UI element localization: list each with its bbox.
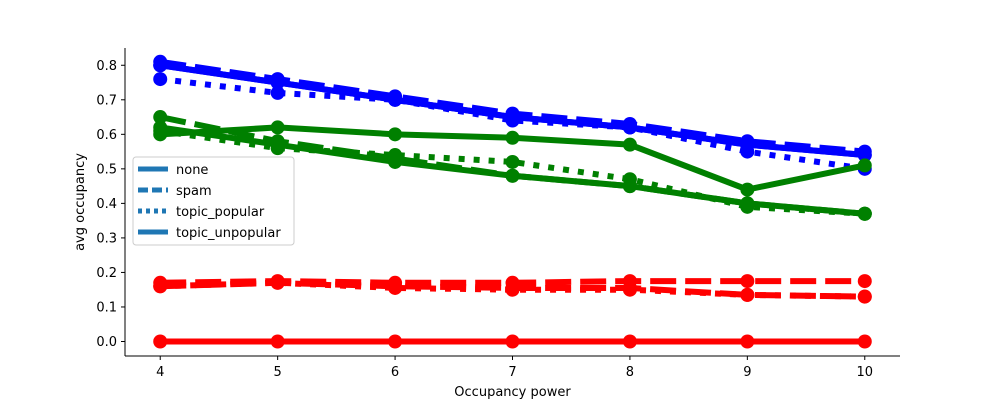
data-point — [270, 75, 285, 90]
data-point — [857, 206, 872, 221]
data-point — [857, 334, 872, 349]
y-tick-label: 0.5 — [96, 162, 117, 177]
legend: none spam topic_popular topic_unpopular — [132, 156, 295, 246]
data-point — [505, 130, 520, 145]
legend-label: none — [176, 163, 208, 178]
x-tick-label: 4 — [156, 365, 164, 380]
y-axis-label: avg occupancy — [73, 153, 88, 251]
data-point — [622, 137, 637, 152]
x-tick-label: 5 — [274, 365, 282, 380]
data-point — [857, 148, 872, 163]
x-tick-label: 7 — [508, 365, 516, 380]
legend-label: spam — [176, 184, 212, 199]
data-point — [622, 280, 637, 295]
data-point — [388, 279, 403, 294]
x-tick-label: 8 — [626, 365, 634, 380]
data-point — [153, 334, 168, 349]
data-point — [622, 120, 637, 135]
y-tick-label: 0.6 — [96, 128, 117, 143]
data-point — [153, 72, 168, 87]
y-tick-label: 0.8 — [96, 59, 117, 74]
x-tick-label: 10 — [856, 365, 873, 380]
data-point — [388, 127, 403, 142]
legend-label: topic_unpopular — [176, 226, 281, 241]
data-point — [270, 137, 285, 152]
data-point — [857, 158, 872, 173]
data-point — [153, 120, 168, 135]
data-point — [505, 334, 520, 349]
series-3 — [153, 58, 872, 163]
x-axis-label: Occupancy power — [454, 385, 571, 400]
ticks: 4 5 6 7 8 9 10 0.0 0.1 0.2 0.3 0.4 0.5 0.6 0.7 0.8 — [96, 59, 873, 380]
plot-area — [153, 54, 872, 349]
data-point — [153, 110, 168, 125]
data-point — [270, 120, 285, 135]
data-point — [740, 334, 755, 349]
x-tick-label: 6 — [391, 365, 399, 380]
data-point — [270, 334, 285, 349]
y-tick-label: 0.0 — [96, 335, 117, 350]
data-point — [857, 274, 872, 289]
data-point — [505, 154, 520, 169]
legend-box — [132, 156, 295, 246]
data-point — [740, 274, 755, 289]
data-point — [270, 85, 285, 100]
data-point — [740, 182, 755, 197]
y-tick-label: 0.3 — [96, 231, 117, 246]
data-point — [153, 58, 168, 73]
series-7 — [153, 120, 872, 221]
data-point — [740, 137, 755, 152]
data-point — [388, 92, 403, 107]
data-point — [505, 110, 520, 125]
x-tick-label: 9 — [743, 365, 751, 380]
data-point — [270, 275, 285, 290]
data-point — [740, 287, 755, 302]
y-tick-label: 0.2 — [96, 266, 117, 281]
data-point — [622, 179, 637, 194]
data-point — [388, 334, 403, 349]
series-11 — [153, 275, 872, 304]
data-point — [153, 279, 168, 294]
data-point — [505, 168, 520, 183]
data-point — [505, 280, 520, 295]
y-tick-label: 0.1 — [96, 300, 117, 315]
data-point — [857, 289, 872, 304]
y-tick-label: 0.4 — [96, 197, 117, 212]
legend-label: topic_popular — [176, 205, 265, 220]
data-point — [740, 196, 755, 211]
series-8 — [153, 334, 872, 349]
data-point — [622, 334, 637, 349]
y-tick-label: 0.7 — [96, 93, 117, 108]
data-point — [388, 154, 403, 169]
